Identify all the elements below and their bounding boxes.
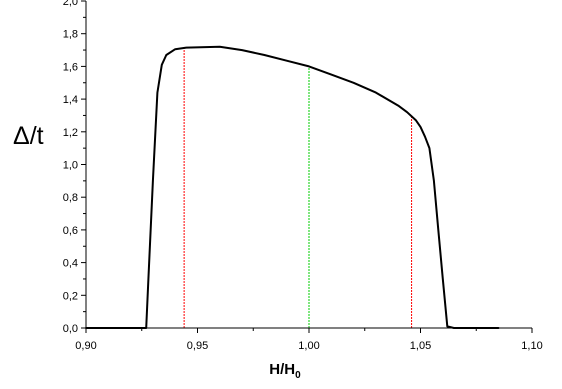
x-axis-title-main: H/H (269, 361, 295, 378)
series-layer (85, 45, 500, 329)
reference-lines (183, 47, 413, 328)
x-axis-title-subscript: 0 (295, 370, 301, 381)
x-tick-label: 1,00 (298, 340, 319, 352)
y-tick-label: 0,2 (63, 290, 78, 302)
x-tick-label: 0,95 (187, 340, 208, 352)
y-tick-label: 1,2 (63, 127, 78, 139)
tick-labels: 0,0 0,2 0,4 0,6 0,8 1,0 1,2 1,4 1,6 1,8 2,0 0,90 0,9… (63, 0, 543, 352)
y-tick-label: 1,4 (63, 94, 78, 106)
x-tick-label: 1,05 (410, 340, 431, 352)
y-tick-label: 0,8 (63, 192, 78, 204)
y-tick-label: 0,6 (63, 225, 78, 237)
y-axis-title: Δ/t (13, 122, 44, 150)
x-axis-title: H/H0 (269, 361, 301, 381)
y-tick-label: 1,6 (63, 61, 78, 73)
y-tick-label: 0,0 (63, 323, 78, 335)
y-tick-label: 1,0 (63, 160, 78, 172)
y-tick-label: 1,8 (63, 29, 78, 41)
x-tick-label: 1,10 (521, 340, 542, 352)
axes (81, 0, 533, 333)
x-tick-label: 0,90 (75, 340, 96, 352)
y-tick-label: 0,4 (63, 258, 78, 270)
y-tick-label: 2,0 (63, 0, 78, 8)
series-line (85, 45, 500, 329)
